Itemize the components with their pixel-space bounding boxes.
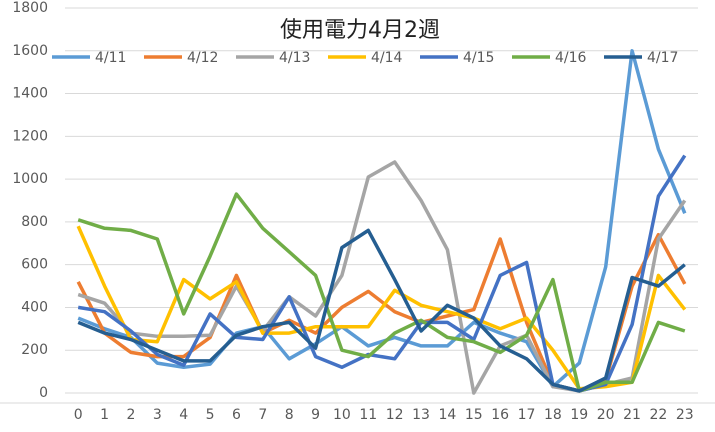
y-tick-label: 1000 bbox=[12, 171, 48, 187]
x-tick-label: 20 bbox=[597, 407, 615, 423]
y-tick-label: 0 bbox=[39, 385, 48, 401]
x-tick-label: 17 bbox=[518, 407, 536, 423]
x-tick-label: 8 bbox=[285, 407, 294, 423]
y-tick-label: 1800 bbox=[12, 0, 48, 16]
series-line bbox=[77, 228, 686, 393]
x-tick-label: 9 bbox=[311, 407, 320, 423]
y-tick-label: 1600 bbox=[12, 43, 48, 59]
x-tick-label: 18 bbox=[544, 407, 562, 423]
y-tick-label: 600 bbox=[21, 257, 48, 273]
series-line bbox=[77, 192, 686, 393]
y-tick-label: 1200 bbox=[12, 128, 48, 144]
x-tick-label: 6 bbox=[232, 407, 241, 423]
legend-label: 4/11 bbox=[95, 50, 126, 66]
x-tick-label: 22 bbox=[650, 407, 668, 423]
legend-label: 4/16 bbox=[555, 50, 587, 66]
legend-label: 4/14 bbox=[371, 50, 403, 66]
x-tick-label: 4 bbox=[179, 407, 188, 423]
x-tick-label: 0 bbox=[74, 407, 83, 423]
x-tick-label: 21 bbox=[623, 407, 641, 423]
x-tick-label: 1 bbox=[100, 407, 109, 423]
y-tick-label: 800 bbox=[21, 214, 48, 230]
y-tick-label: 400 bbox=[21, 299, 48, 315]
x-tick-label: 5 bbox=[206, 407, 215, 423]
x-tick-label: 15 bbox=[465, 407, 483, 423]
y-tick-label: 200 bbox=[21, 342, 48, 358]
x-tick-label: 2 bbox=[126, 407, 135, 423]
x-tick-label: 23 bbox=[676, 407, 694, 423]
legend-label: 4/12 bbox=[187, 50, 218, 66]
x-tick-label: 19 bbox=[570, 407, 588, 423]
x-tick-label: 7 bbox=[258, 407, 267, 423]
legend-label: 4/13 bbox=[279, 50, 310, 66]
y-tick-label: 1400 bbox=[12, 86, 48, 102]
legend-label: 4/15 bbox=[463, 50, 494, 66]
x-tick-label: 11 bbox=[359, 407, 377, 423]
x-tick-label: 13 bbox=[412, 407, 430, 423]
x-tick-label: 14 bbox=[439, 407, 457, 423]
x-tick-label: 16 bbox=[491, 407, 509, 423]
chart-title: 使用電力4月2週 bbox=[280, 18, 440, 43]
x-tick-label: 12 bbox=[386, 407, 404, 423]
x-tick-label: 3 bbox=[153, 407, 162, 423]
x-tick-label: 10 bbox=[333, 407, 351, 423]
series-line bbox=[77, 49, 687, 389]
legend-label: 4/17 bbox=[647, 50, 678, 66]
